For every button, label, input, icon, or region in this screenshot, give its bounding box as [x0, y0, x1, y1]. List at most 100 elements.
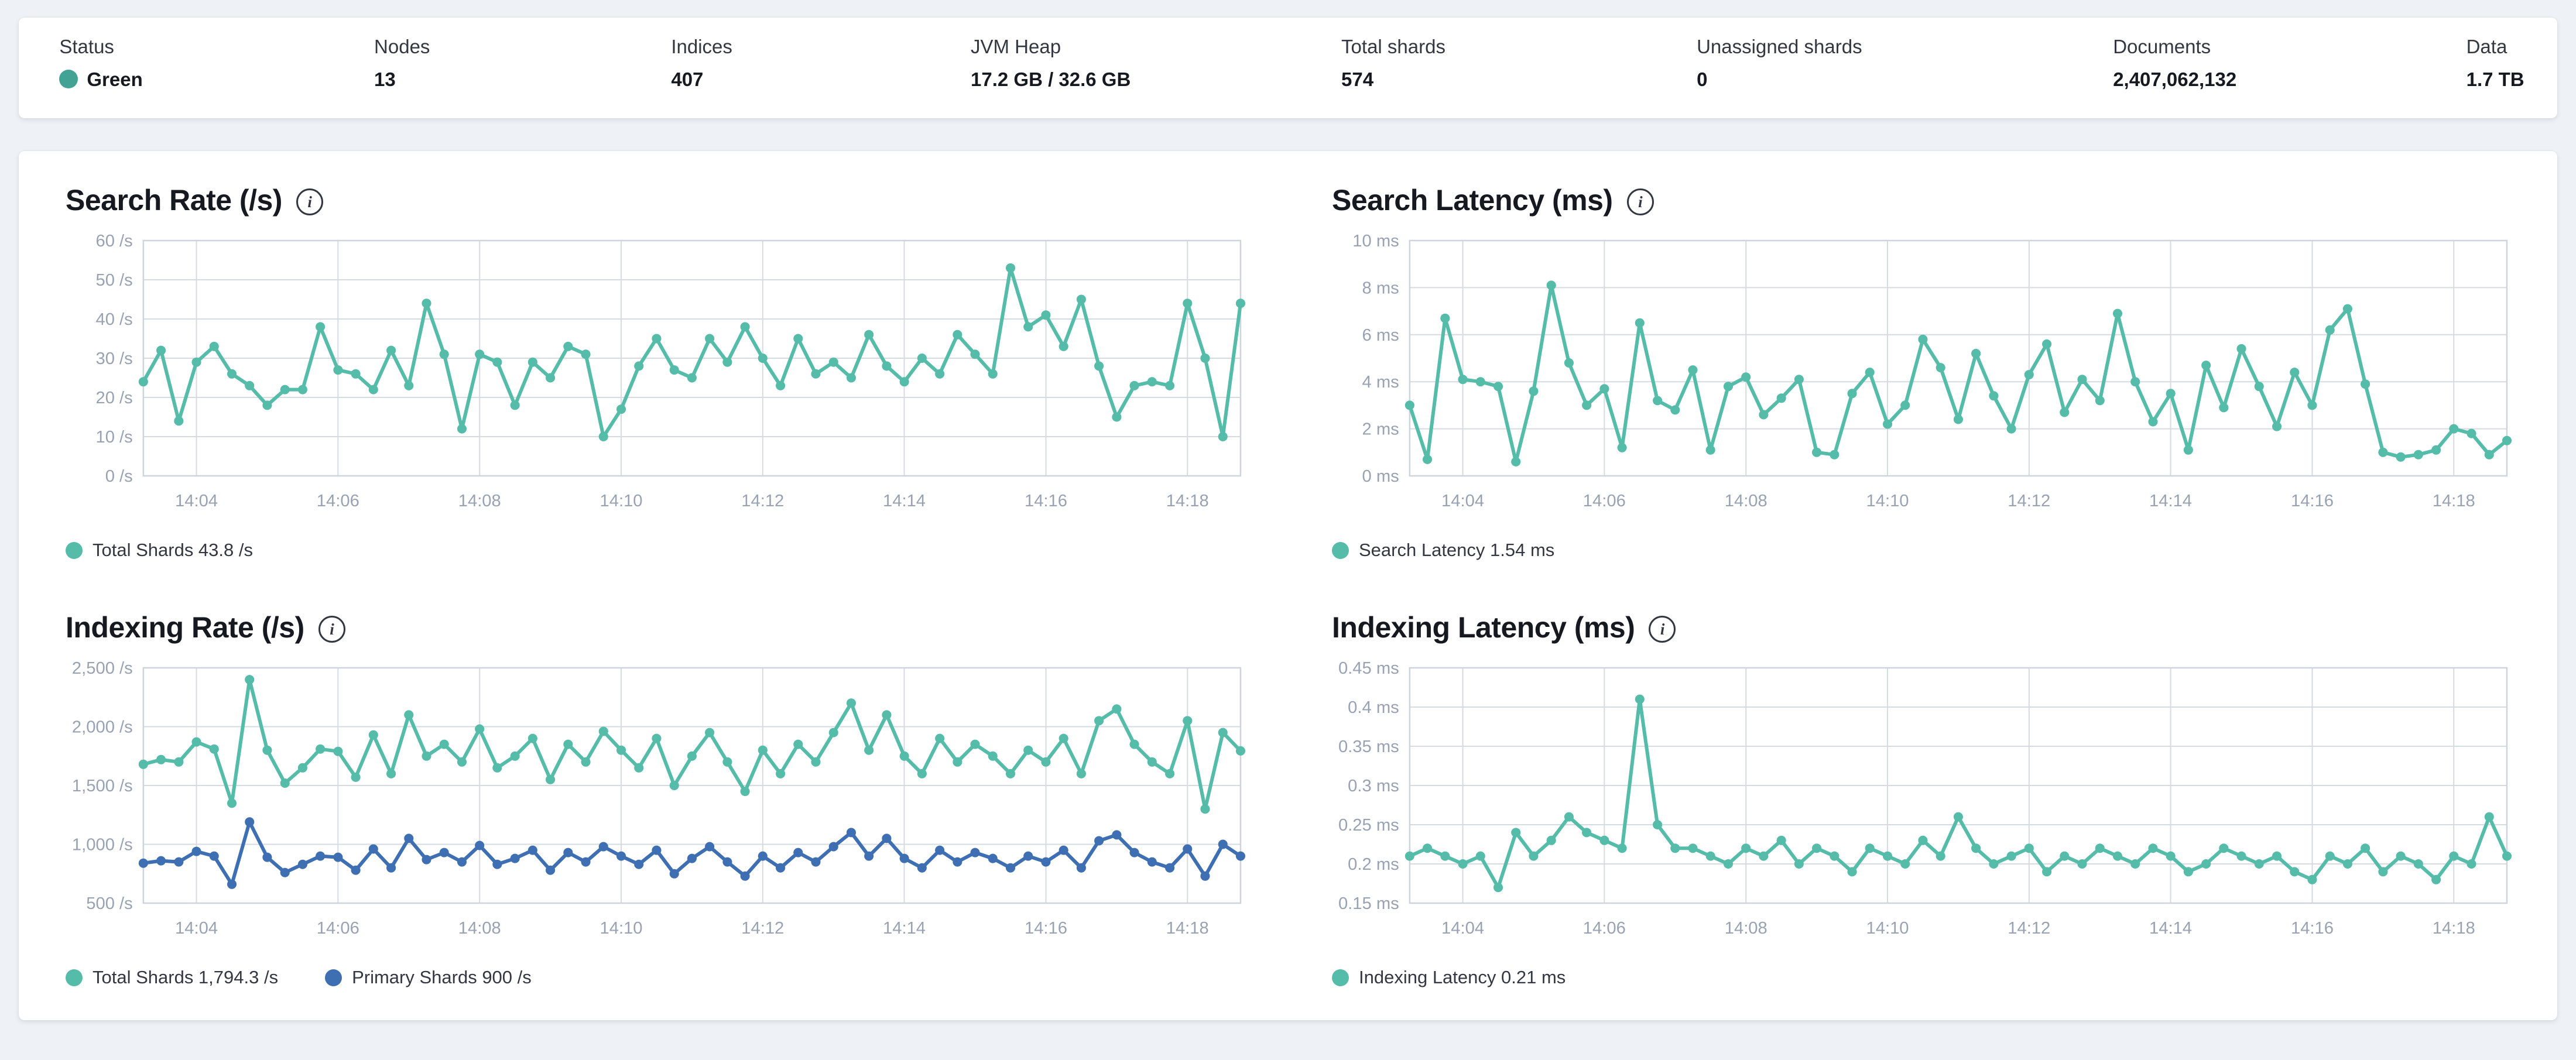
y-axis-tick-label: 20 /s — [95, 389, 132, 407]
legend-dot-icon — [325, 969, 342, 986]
chart-title: Search Latency (ms) i — [1332, 183, 2510, 217]
y-axis-tick-label: 30 /s — [95, 349, 132, 368]
legend-item[interactable]: Indexing Latency 0.21 ms — [1332, 967, 1566, 988]
chart-legend: Indexing Latency 0.21 ms — [1332, 967, 2510, 988]
x-axis-tick-label: 14:06 — [317, 919, 359, 938]
gridlines — [143, 667, 1241, 904]
x-axis-tick-label: 14:12 — [741, 492, 784, 510]
stat-label: Unassigned shards — [1697, 36, 1862, 57]
plot-frame — [142, 667, 1242, 904]
x-axis-tick-label: 14:18 — [2433, 492, 2475, 510]
chart-search-rate: Search Rate (/s) i 0 /s 10 /s 20 /s 30 /s 40… — [66, 183, 1246, 561]
stat-item-status: Status Green — [59, 35, 143, 91]
chart-title-text: Indexing Rate (/s) — [66, 611, 304, 644]
chart-title-text: Indexing Latency (ms) — [1332, 611, 1635, 644]
chart-title: Indexing Latency (ms) i — [1332, 610, 2510, 644]
series-markers-total-shards — [138, 675, 1246, 814]
x-axis-tick-label: 14:08 — [1725, 492, 1767, 510]
search-latency-plot[interactable]: 0 ms 2 ms 4 ms 6 ms 8 ms 10 ms 14:04 14:06 14:08… — [1332, 232, 2512, 528]
x-axis-tick-label: 14:12 — [741, 919, 784, 938]
stat-item-unassigned-shards: Unassigned shards 0 — [1697, 35, 1862, 91]
stat-item-documents: Documents 2,407,062,132 — [2113, 35, 2236, 91]
stat-label: Indices — [671, 36, 732, 57]
x-axis-tick-label: 14:14 — [2149, 492, 2192, 510]
stat-label: JVM Heap — [971, 36, 1061, 57]
legend-label: Total Shards 43.8 /s — [93, 540, 253, 560]
search-rate-plot[interactable]: 0 /s 10 /s 20 /s 30 /s 40 /s 50 /s 60 /s 14:04 1… — [66, 232, 1246, 528]
chart-title: Indexing Rate (/s) i — [66, 610, 1244, 644]
y-axis-tick-label: 50 /s — [95, 271, 132, 290]
stat-value: 0 — [1697, 68, 1708, 90]
stat-value: 13 — [374, 68, 396, 90]
x-axis-tick-label: 14:06 — [1583, 919, 1626, 938]
series-markers-primary-shards — [138, 817, 1246, 889]
series-markers-indexing-latency — [1405, 694, 2512, 893]
x-axis-tick-label: 14:16 — [1025, 492, 1067, 510]
y-axis-tick-label: 2,000 /s — [72, 718, 133, 737]
info-icon[interactable]: i — [318, 616, 345, 643]
stat-label: Nodes — [374, 36, 430, 57]
stat-item-data: Data 1.7 TB — [2467, 35, 2524, 91]
gridlines — [1409, 667, 2507, 904]
x-axis-tick-label: 14:18 — [2433, 919, 2475, 938]
charts-panel: Search Rate (/s) i 0 /s 10 /s 20 /s 30 /s 40… — [19, 151, 2557, 1020]
x-axis-tick-label: 14:14 — [883, 492, 926, 510]
health-status-dot-icon — [59, 69, 78, 88]
y-axis-tick-label: 0.2 ms — [1348, 855, 1399, 874]
plot-frame — [1409, 239, 2508, 477]
x-axis-tick-label: 14:16 — [2291, 919, 2334, 938]
series-line-primary-shards — [141, 820, 1242, 886]
gridlines — [1409, 240, 2507, 476]
chart-search-latency: Search Latency (ms) i 0 ms 2 ms 4 ms 6 ms 8 … — [1332, 183, 2512, 561]
plot-frame — [142, 239, 1242, 477]
stat-value: 407 — [671, 68, 704, 90]
info-icon[interactable]: i — [1649, 616, 1676, 643]
indexing-rate-plot[interactable]: 500 /s 1,000 /s 1,500 /s 2,000 /s 2,500 /s 14… — [66, 659, 1246, 955]
legend-item[interactable]: Total Shards 1,794.3 /s — [66, 967, 278, 988]
legend-item[interactable]: Search Latency 1.54 ms — [1332, 540, 1554, 561]
plot-frame — [1409, 667, 2508, 904]
series-markers-search-latency — [1405, 280, 2512, 466]
info-icon[interactable]: i — [296, 188, 323, 215]
x-axis-tick-label: 14:04 — [1441, 919, 1484, 938]
stat-item-indices: Indices 407 — [671, 35, 732, 91]
x-axis-tick-label: 14:10 — [600, 492, 643, 510]
info-icon[interactable]: i — [1626, 188, 1654, 215]
y-axis-tick-label: 60 /s — [95, 232, 132, 251]
series-line-search-latency — [1407, 283, 2509, 464]
stat-value: 1.7 TB — [2466, 68, 2524, 90]
x-axis-tick-label: 14:06 — [1583, 492, 1626, 510]
y-axis-tick-label: 2 ms — [1362, 420, 1399, 439]
legend-label: Indexing Latency 0.21 ms — [1359, 967, 1566, 987]
stat-label: Total shards — [1341, 36, 1445, 57]
y-axis-tick-label: 500 /s — [86, 894, 132, 913]
y-axis-tick-label: 40 /s — [95, 310, 132, 329]
legend-dot-icon — [1332, 969, 1349, 986]
gridlines — [143, 240, 1241, 476]
x-axis-tick-label: 14:04 — [175, 919, 218, 938]
y-axis-tick-label: 0 /s — [105, 467, 133, 486]
x-axis-tick-label: 14:10 — [600, 919, 643, 938]
legend-dot-icon — [66, 541, 83, 559]
stat-value: 574 — [1341, 68, 1374, 90]
legend-item[interactable]: Total Shards 43.8 /s — [66, 540, 253, 561]
status-value: Green — [59, 68, 143, 91]
series-line-total-shards — [141, 266, 1242, 438]
x-axis-tick-label: 14:14 — [2149, 919, 2192, 938]
y-axis-tick-label: 0.3 ms — [1348, 777, 1399, 795]
indexing-latency-plot[interactable]: 0.15 ms 0.2 ms 0.25 ms 0.3 ms 0.35 ms 0.4 ms 0… — [1332, 659, 2512, 955]
stat-label: Documents — [2113, 36, 2211, 57]
x-axis-tick-label: 14:08 — [458, 919, 501, 938]
chart-title-text: Search Rate (/s) — [66, 184, 282, 217]
stat-item-total-shards: Total shards 574 — [1341, 35, 1445, 91]
legend-dot-icon — [1332, 541, 1349, 559]
x-axis-tick-label: 14:08 — [458, 492, 501, 510]
chart-legend: Total Shards 1,794.3 /s Primary Shards 90… — [66, 967, 1244, 988]
legend-item[interactable]: Primary Shards 900 /s — [325, 967, 532, 988]
status-text: Green — [87, 68, 143, 90]
x-axis-tick-label: 14:14 — [883, 919, 926, 938]
y-axis-tick-label: 0.15 ms — [1338, 894, 1399, 913]
series-markers-total-shards — [138, 263, 1246, 441]
y-axis-tick-label: 0.35 ms — [1338, 737, 1399, 756]
chart-title: Search Rate (/s) i — [66, 183, 1244, 217]
